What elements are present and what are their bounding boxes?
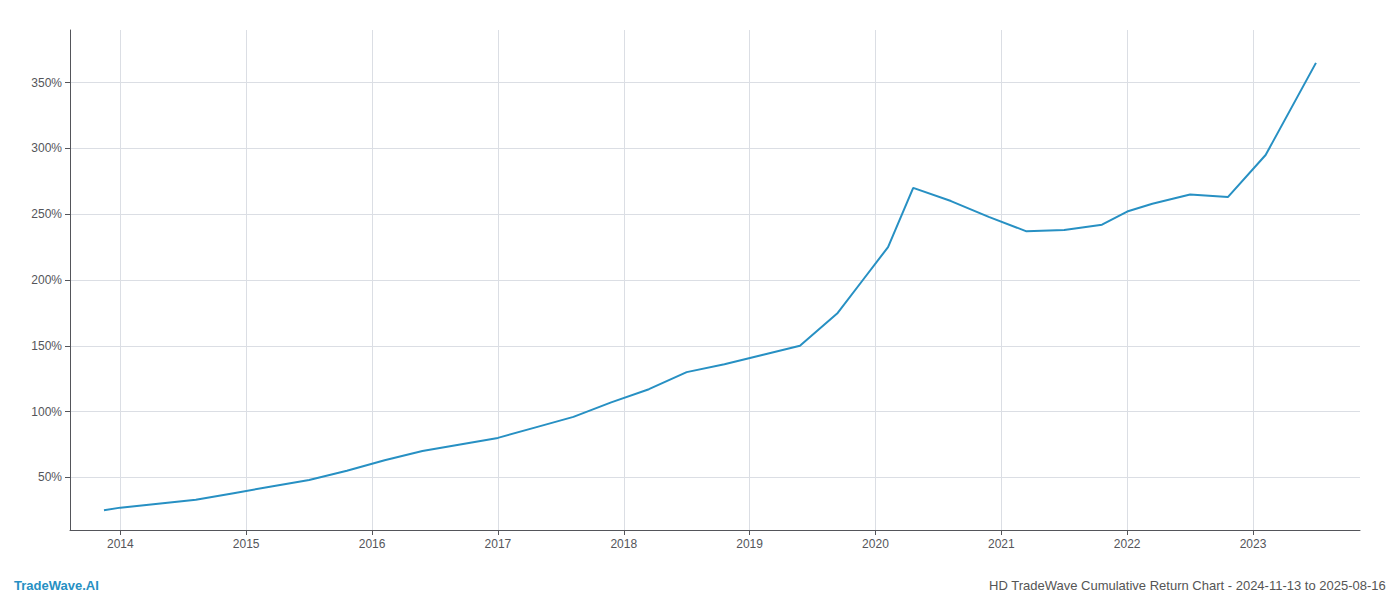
svg-text:2015: 2015 (233, 537, 260, 551)
svg-text:2019: 2019 (736, 537, 763, 551)
svg-text:200%: 200% (31, 273, 62, 287)
svg-text:2023: 2023 (1240, 537, 1267, 551)
svg-text:HD TradeWave Cumulative Return: HD TradeWave Cumulative Return Chart - 2… (989, 578, 1386, 593)
svg-text:2016: 2016 (359, 537, 386, 551)
svg-text:50%: 50% (38, 470, 62, 484)
svg-text:2018: 2018 (610, 537, 637, 551)
svg-text:TradeWave.AI: TradeWave.AI (14, 578, 99, 593)
svg-text:2021: 2021 (988, 537, 1015, 551)
svg-text:300%: 300% (31, 141, 62, 155)
svg-text:2014: 2014 (107, 537, 134, 551)
svg-text:150%: 150% (31, 339, 62, 353)
svg-text:100%: 100% (31, 405, 62, 419)
svg-text:2020: 2020 (862, 537, 889, 551)
svg-text:2022: 2022 (1114, 537, 1141, 551)
svg-text:250%: 250% (31, 207, 62, 221)
svg-text:2017: 2017 (485, 537, 512, 551)
svg-text:350%: 350% (31, 76, 62, 90)
